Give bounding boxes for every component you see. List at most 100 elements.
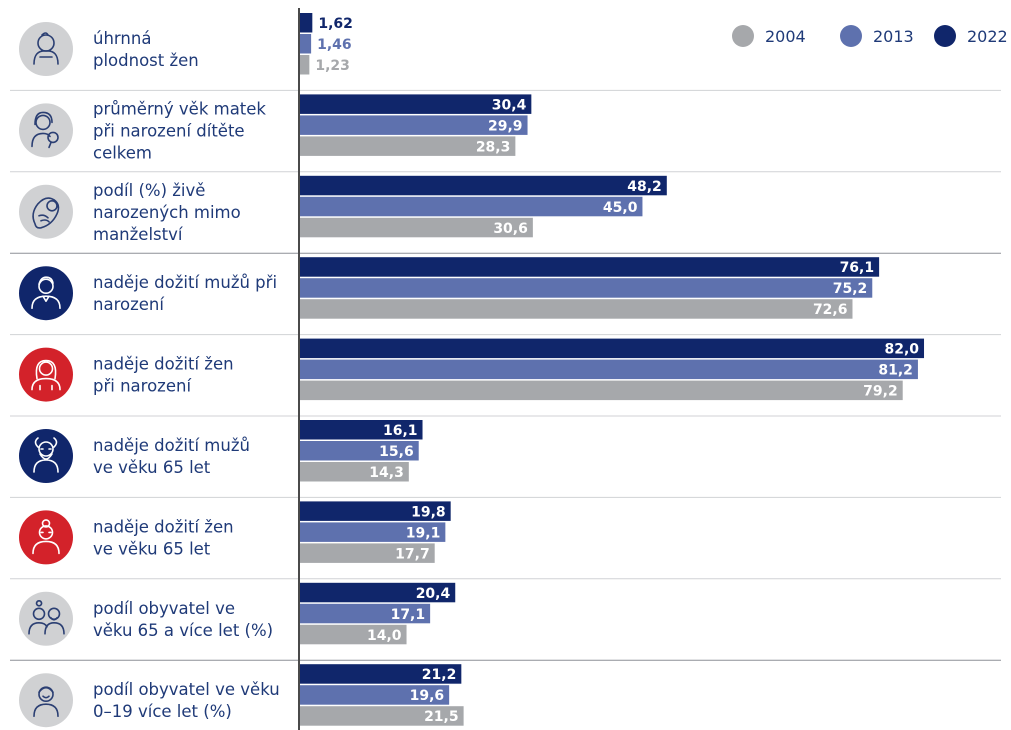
value-label-2013: 75,2 — [833, 281, 868, 297]
category-row: naděje dožití mužů při narození 76,1 75,2 72… — [10, 252, 1001, 321]
legend-swatch — [840, 25, 862, 47]
man-icon — [19, 266, 73, 321]
category-row: úhrnná plodnost žen 1,62 1,46 1,23 — [19, 13, 353, 76]
bar-2013 — [300, 196, 643, 217]
value-label-2004: 14,0 — [367, 628, 402, 644]
swaddled-baby-icon — [19, 184, 73, 239]
value-label-2022: 30,4 — [492, 97, 527, 113]
legend-item-2013: 2013 — [840, 25, 914, 47]
value-label-2022: 48,2 — [627, 179, 662, 195]
old-man-icon — [19, 429, 73, 483]
value-label-2004: 14,3 — [369, 465, 404, 481]
value-label-2004: 1,23 — [315, 58, 350, 74]
old-woman-icon — [19, 510, 73, 565]
bar-2022 — [300, 420, 423, 440]
legend-swatch — [934, 25, 956, 47]
value-label-2013: 29,9 — [488, 118, 523, 134]
woman-icon — [19, 347, 73, 402]
category-label: při narození — [93, 377, 192, 396]
category-label: narozených mimo — [93, 203, 241, 222]
child-icon — [19, 673, 73, 728]
category-label: podíl obyvatel ve věku — [93, 680, 280, 699]
category-label: naděje dožití žen — [93, 355, 234, 374]
value-label-2022: 1,62 — [318, 16, 353, 32]
value-label-2004: 79,2 — [863, 384, 898, 400]
category-label: ve věku 65 let — [93, 458, 211, 477]
bar-2004 — [300, 543, 435, 563]
value-label-2013: 17,1 — [391, 607, 426, 623]
bar-2022 — [300, 664, 462, 684]
legend-item-2022: 2022 — [934, 25, 1008, 47]
bar-2004 — [300, 624, 407, 645]
bar-2022 — [300, 94, 532, 114]
bar-2022 — [300, 338, 925, 359]
category-label: při narození dítěte — [93, 121, 245, 140]
bar-2004 — [300, 462, 409, 482]
category-row: podíl (%) živě narozených mimo manželství 4… — [10, 171, 1001, 244]
bar-2004 — [300, 217, 533, 238]
category-label: úhrnná — [93, 29, 151, 48]
category-label: manželství — [93, 225, 184, 244]
value-label-2013: 1,46 — [317, 37, 352, 53]
category-label: naděje dožití mužů při — [93, 273, 277, 292]
bar-2013 — [300, 522, 446, 542]
bar-2004 — [300, 299, 853, 319]
bar-2022 — [300, 13, 313, 33]
value-label-2004: 17,7 — [395, 546, 430, 562]
category-row: naděje dožití žen při narození 82,0 81,2 79,… — [10, 334, 1001, 402]
bar-2013 — [300, 359, 918, 380]
elderly-couple-icon — [19, 591, 73, 646]
value-label-2004: 28,3 — [476, 139, 511, 155]
bar-2022 — [300, 582, 456, 603]
value-label-2013: 19,6 — [410, 688, 445, 704]
category-row: průměrný věk matek při narození dítěte cel… — [10, 89, 1001, 162]
bar-2013 — [300, 603, 431, 624]
value-label-2022: 76,1 — [840, 260, 875, 276]
value-label-2013: 19,1 — [406, 525, 441, 541]
category-label: 0–19 více let (%) — [93, 702, 232, 721]
bar-2004 — [300, 380, 903, 401]
value-label-2013: 45,0 — [603, 200, 638, 216]
bar-2022 — [300, 175, 667, 196]
bar-2013 — [300, 115, 528, 135]
bar-2004 — [300, 55, 310, 75]
legend-label: 2022 — [967, 27, 1008, 46]
value-label-2004: 72,6 — [813, 302, 848, 318]
bar-2013 — [300, 278, 873, 298]
value-label-2004: 21,5 — [424, 709, 459, 725]
legend-swatch — [732, 25, 754, 47]
value-label-2022: 19,8 — [411, 504, 446, 520]
value-label-2013: 81,2 — [878, 363, 913, 379]
category-row: naděje dožití mužů ve věku 65 let 16,1 15,6… — [10, 415, 1001, 483]
category-row: podíl obyvatel ve věku 65 a více let (%) 2… — [10, 578, 1001, 646]
category-label: celkem — [93, 143, 152, 162]
value-label-2022: 16,1 — [383, 423, 418, 439]
category-label: podíl obyvatel ve — [93, 599, 235, 618]
category-label: průměrný věk matek — [93, 99, 266, 118]
category-label: věku 65 a více let (%) — [93, 621, 273, 640]
value-label-2013: 15,6 — [379, 444, 414, 460]
mother-with-baby-icon — [19, 103, 73, 158]
bar-2022 — [300, 501, 451, 521]
category-label: naděje dožití mužů — [93, 436, 250, 455]
category-row: podíl obyvatel ve věku 0–19 více let (%) 2… — [10, 659, 1001, 728]
category-label: ve věku 65 let — [93, 539, 211, 558]
value-label-2004: 30,6 — [493, 221, 528, 237]
legend-item-2004: 2004 — [732, 25, 806, 47]
category-label: podíl (%) živě — [93, 181, 205, 200]
bar-2013 — [300, 34, 312, 54]
category-label: plodnost žen — [93, 51, 199, 70]
bar-2013 — [300, 441, 419, 461]
category-label: naděje dožití žen — [93, 517, 234, 536]
bar-2022 — [300, 257, 880, 277]
bar-2004 — [300, 136, 516, 156]
value-label-2022: 20,4 — [416, 586, 451, 602]
bar-2004 — [300, 706, 464, 726]
category-label: narození — [93, 295, 165, 314]
category-row: naděje dožití žen ve věku 65 let 19,8 19,1 1… — [10, 496, 1001, 565]
value-label-2022: 82,0 — [884, 342, 919, 358]
baby-icon — [19, 22, 73, 76]
chart-rows: úhrnná plodnost žen 1,62 1,46 1,23 průměrný v… — [10, 13, 1001, 728]
legend: 2004 2013 2022 — [732, 25, 1008, 47]
